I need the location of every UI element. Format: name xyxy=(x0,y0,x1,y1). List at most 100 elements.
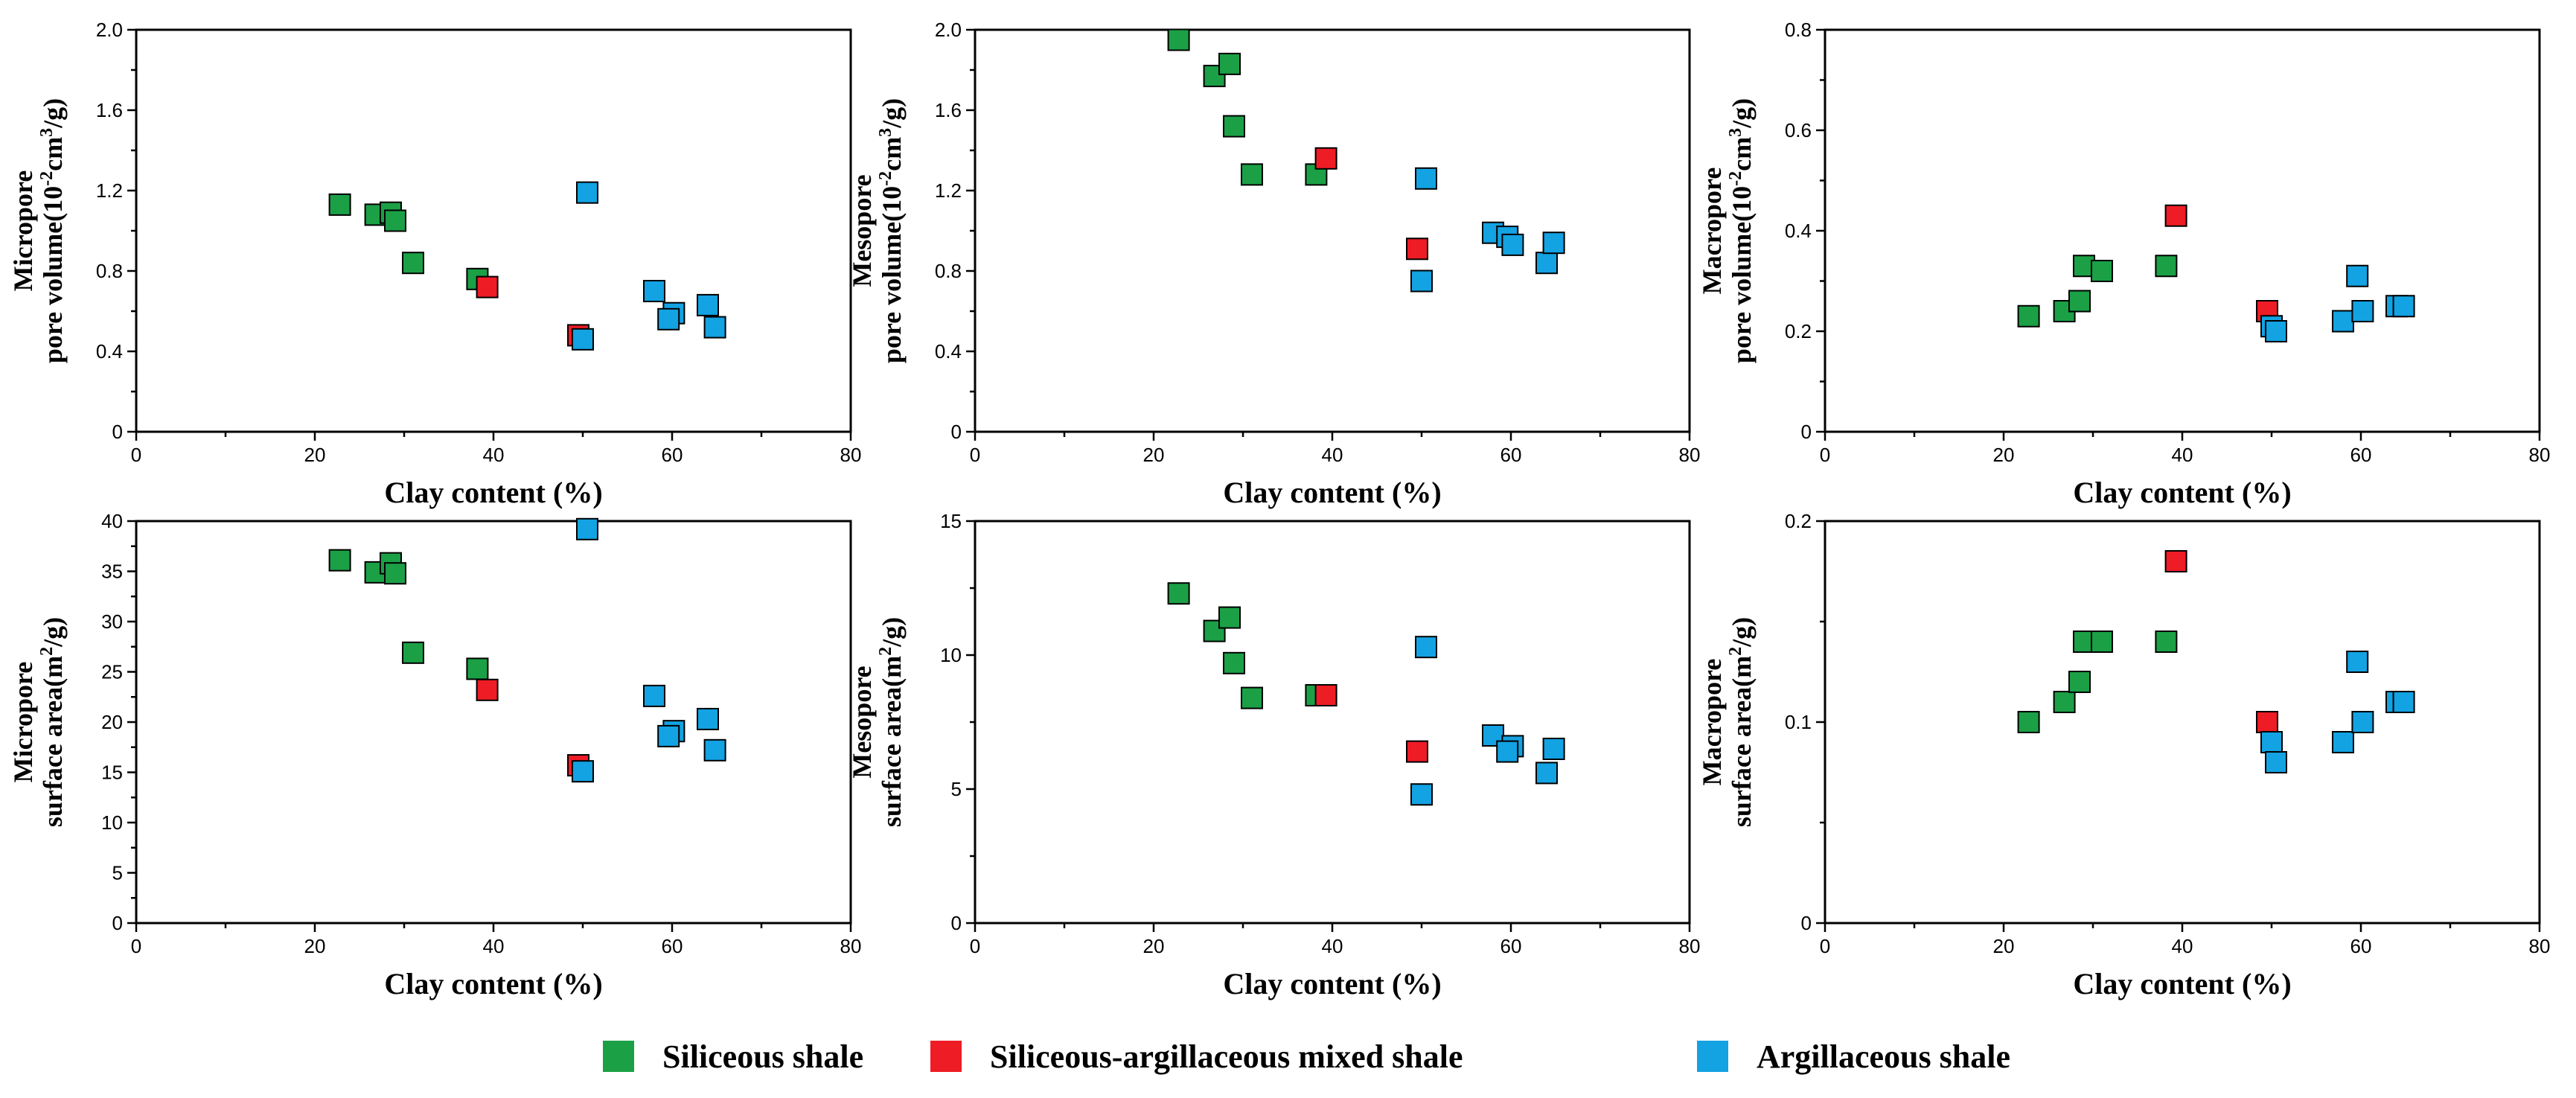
point-argillaceous-shale xyxy=(2265,751,2287,773)
y-tick-label: 40 xyxy=(101,510,123,532)
point-siliceous-argillaceous-mixed-shale xyxy=(2164,204,2187,227)
y-tick-label: 1.2 xyxy=(935,179,962,202)
point-siliceous-shale xyxy=(2091,260,2113,282)
x-tick-label: 60 xyxy=(662,935,683,957)
x-tick-label: 0 xyxy=(1820,935,1830,957)
y-axis-title-line1: Mesopore xyxy=(847,665,877,778)
point-siliceous-argillaceous-mixed-shale xyxy=(1314,684,1337,706)
y-axis-title-line2: pore volume(10-2cm3/g) xyxy=(1726,98,1757,363)
x-axis-title: Clay content (%) xyxy=(2073,967,2291,1000)
legend-label: Argillaceous shale xyxy=(1757,1038,2010,1075)
y-axis-title-line1: Mesopore xyxy=(847,174,877,287)
point-siliceous-shale xyxy=(402,641,424,664)
y-axis-title-line1: Micropore xyxy=(8,662,38,783)
y-axis-title-line2: pore volume(10-2cm3/g) xyxy=(37,98,68,363)
point-argillaceous-shale xyxy=(657,724,680,747)
point-argillaceous-shale xyxy=(643,280,665,302)
x-tick-label: 60 xyxy=(662,444,683,466)
y-tick-label: 5 xyxy=(112,862,123,884)
y-axis-title-line1: Micropore xyxy=(8,170,38,292)
plot-frame xyxy=(974,520,1691,925)
point-siliceous-shale xyxy=(1223,115,1245,138)
y-tick-label: 1.2 xyxy=(96,179,123,202)
point-siliceous-shale xyxy=(1241,686,1263,709)
y-tick-label: 0 xyxy=(1801,912,1812,934)
point-siliceous-shale xyxy=(1223,651,1245,674)
point-siliceous-shale xyxy=(2068,290,2091,313)
chart-panel-4: 0 20 40 60 80 0 5 10 15 20 25 30 35 40 Clay content (%… xyxy=(8,510,861,1000)
point-argillaceous-shale xyxy=(576,181,598,204)
point-siliceous-argillaceous-mixed-shale xyxy=(2164,550,2187,572)
point-argillaceous-shale xyxy=(576,517,598,540)
point-argillaceous-shale xyxy=(703,738,726,762)
point-argillaceous-shale xyxy=(1496,740,1519,763)
y-axis-title-line2: surface area(m2/g) xyxy=(1726,617,1757,827)
y-tick-label: 15 xyxy=(101,762,123,784)
point-argillaceous-shale xyxy=(2351,711,2374,733)
y-axis-title-line1: Macropore xyxy=(1697,167,1727,295)
x-tick-label: 60 xyxy=(2350,935,2372,957)
x-axis-title: Clay content (%) xyxy=(1223,476,1441,509)
y-tick-label: 10 xyxy=(101,811,123,834)
point-argillaceous-shale xyxy=(2351,300,2374,322)
x-tick-label: 0 xyxy=(970,444,980,466)
x-tick-label: 80 xyxy=(840,444,862,466)
y-tick-label: 0.6 xyxy=(1785,119,1812,141)
plot-frame xyxy=(1824,520,2541,925)
x-axis-title: Clay content (%) xyxy=(384,967,602,1000)
y-tick-label: 5 xyxy=(951,778,962,800)
y-axis-title-line2: surface area(m2/g) xyxy=(876,617,907,827)
x-tick-label: 60 xyxy=(2350,444,2372,466)
chart-panel-3: 0 20 40 60 80 0 0.2 0.4 0.6 0.8 Clay content (%) Ma… xyxy=(1697,19,2550,509)
chart-panel-6: 0 20 40 60 80 0 0.1 0.2 Clay content (%) Macropor… xyxy=(1697,510,2550,1000)
x-tick-label: 0 xyxy=(1820,444,1830,466)
point-siliceous-shale xyxy=(384,209,406,232)
point-siliceous-shale xyxy=(2068,671,2091,693)
point-siliceous-shale xyxy=(2155,631,2178,653)
point-argillaceous-shale xyxy=(2392,691,2415,713)
x-tick-label: 80 xyxy=(2529,444,2551,466)
x-tick-label: 40 xyxy=(1322,935,1343,957)
x-tick-label: 40 xyxy=(483,935,505,957)
point-argillaceous-shale xyxy=(1410,269,1433,293)
y-tick-label: 0 xyxy=(1801,421,1812,443)
y-tick-label: 0 xyxy=(112,912,123,934)
point-argillaceous-shale xyxy=(2332,731,2354,753)
x-tick-label: 40 xyxy=(2172,935,2193,957)
x-tick-label: 20 xyxy=(1993,935,2015,957)
point-siliceous-shale xyxy=(1167,28,1190,51)
point-argillaceous-shale xyxy=(572,328,594,351)
chart-panel-2: 0 20 40 60 80 0 0.4 0.8 1.2 1.6 2.0 Clay content (%… xyxy=(847,19,1700,509)
point-siliceous-shale xyxy=(466,657,489,680)
y-tick-label: 25 xyxy=(101,661,123,683)
y-tick-label: 1.6 xyxy=(96,99,123,121)
point-siliceous-shale xyxy=(1218,606,1241,629)
point-argillaceous-shale xyxy=(643,684,665,707)
plot-frame xyxy=(135,28,852,433)
x-tick-label: 40 xyxy=(483,444,505,466)
point-siliceous-shale xyxy=(2091,631,2113,653)
point-argillaceous-shale xyxy=(697,707,719,730)
x-tick-label: 20 xyxy=(1993,444,2015,466)
y-tick-label: 2.0 xyxy=(96,19,123,41)
y-tick-label: 0 xyxy=(951,421,962,443)
y-tick-label: 35 xyxy=(101,561,123,583)
y-tick-label: 0.4 xyxy=(935,340,962,363)
point-argillaceous-shale xyxy=(1535,762,1558,785)
y-tick-label: 0.2 xyxy=(1785,320,1812,342)
y-tick-label: 1.6 xyxy=(935,99,962,121)
legend-swatch xyxy=(930,1041,962,1072)
legend: Siliceous shale Siliceous-argillaceous mi… xyxy=(603,1038,2010,1075)
y-tick-label: 0 xyxy=(112,421,123,443)
point-siliceous-shale xyxy=(2017,711,2040,733)
plot-frame xyxy=(1824,28,2541,433)
x-tick-label: 20 xyxy=(304,444,326,466)
point-argillaceous-shale xyxy=(1501,233,1524,256)
y-tick-label: 0.8 xyxy=(935,260,962,282)
x-tick-label: 0 xyxy=(970,935,980,957)
point-siliceous-shale xyxy=(2017,304,2040,328)
chart-panel-5: 0 20 40 60 80 0 5 10 15 Clay content (%) Mesopore s… xyxy=(847,510,1700,1000)
legend-label: Siliceous-argillaceous mixed shale xyxy=(990,1038,1463,1075)
y-tick-label: 0 xyxy=(951,912,962,934)
